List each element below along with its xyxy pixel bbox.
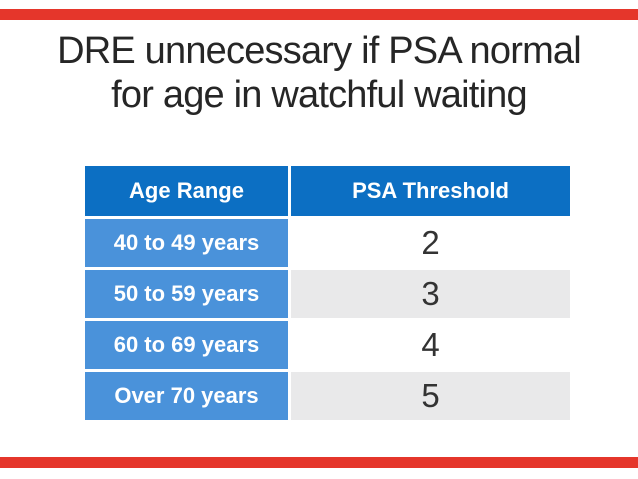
- top-accent-bar: [0, 9, 638, 20]
- psa-threshold-cell: 4: [291, 321, 570, 369]
- table-row: 50 to 59 years 3: [85, 270, 570, 318]
- table-row: Over 70 years 5: [85, 372, 570, 420]
- table-header-row: Age Range PSA Threshold: [85, 166, 570, 216]
- table-row: 40 to 49 years 2: [85, 219, 570, 267]
- bottom-accent-bar: [0, 457, 638, 468]
- age-range-cell: 50 to 59 years: [85, 270, 288, 318]
- column-header-age-range: Age Range: [85, 166, 288, 216]
- title-line-2: for age in watchful waiting: [111, 74, 527, 116]
- psa-threshold-table: Age Range PSA Threshold 40 to 49 years 2…: [82, 163, 573, 423]
- age-range-cell: Over 70 years: [85, 372, 288, 420]
- psa-threshold-cell: 2: [291, 219, 570, 267]
- age-range-cell: 40 to 49 years: [85, 219, 288, 267]
- table-row: 60 to 69 years 4: [85, 321, 570, 369]
- psa-threshold-cell: 5: [291, 372, 570, 420]
- psa-threshold-cell: 3: [291, 270, 570, 318]
- slide-title: DRE unnecessary if PSA normal for age in…: [0, 29, 638, 117]
- title-line-1: DRE unnecessary if PSA normal: [57, 30, 582, 72]
- column-header-psa-threshold: PSA Threshold: [291, 166, 570, 216]
- age-range-cell: 60 to 69 years: [85, 321, 288, 369]
